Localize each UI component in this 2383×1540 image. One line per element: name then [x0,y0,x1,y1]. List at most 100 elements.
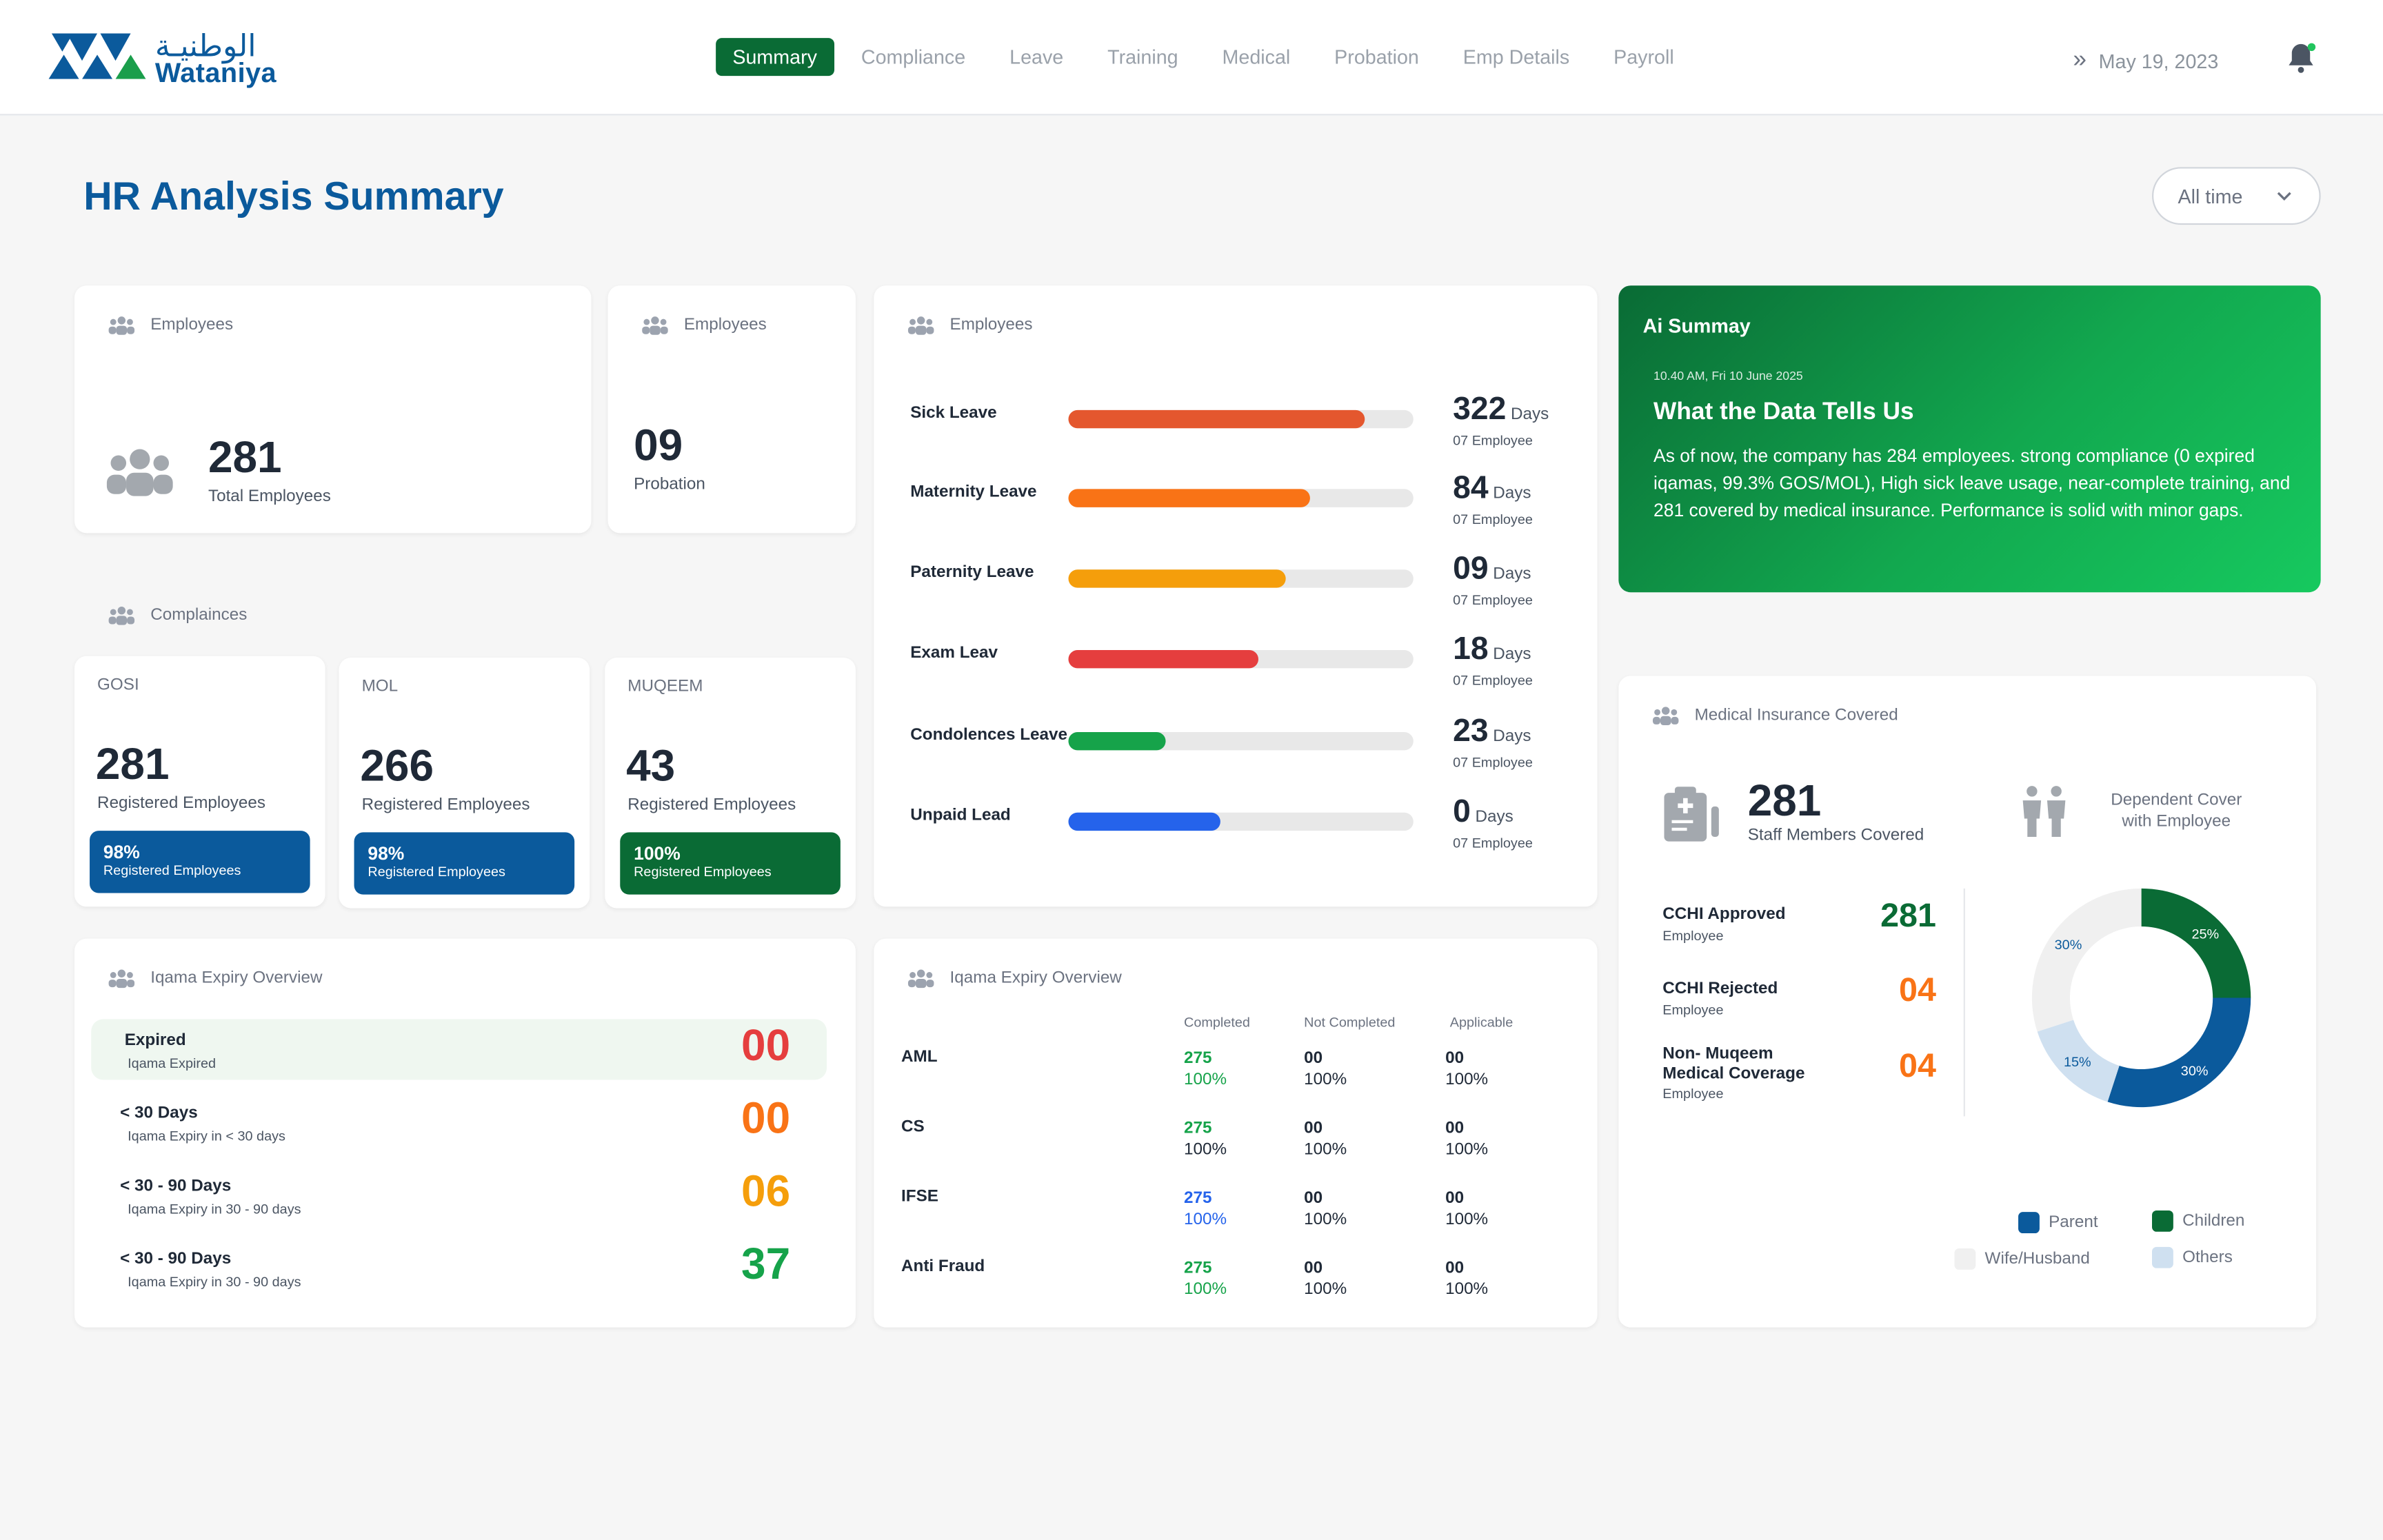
leave-name: Maternity Leave [910,483,1037,502]
leave-row: Exam Leav 18 Days 07 Employee [874,632,1597,705]
completed-cell: 275 100% [1183,1259,1227,1299]
total-employees-value: 281 [208,434,282,483]
leave-employees: 07 Employee [1453,511,1533,527]
tab-probation[interactable]: Probation [1334,45,1419,69]
medical-card-title: Medical Insurance Covered [1694,706,1898,725]
people-icon [108,969,135,989]
completed-cell: 275 100% [1183,1119,1227,1159]
leave-card-header: Employees [907,314,1033,336]
legend-children: Children [2152,1210,2244,1232]
tab-summary[interactable]: Summary [716,38,834,77]
family-icon [2022,786,2066,837]
leave-row: Paternity Leave 09 Days 07 Employee [874,551,1597,624]
legend-swatch [2152,1246,2173,1268]
probation-value: 09 [634,422,683,471]
dependent-cover-label: Dependent Cover with Employee [2111,791,2242,831]
tab-training[interactable]: Training [1107,45,1178,69]
cchi-rejected-row: CCHI Rejected Employee 04 [1662,971,1936,1018]
donut-label: 30% [2181,1064,2209,1079]
leave-value: 23 Days [1453,713,1531,749]
column-header-not-completed: Not Completed [1304,1014,1396,1030]
cchi-rejected-sub: Employee [1662,1002,1724,1018]
leave-bar-fill [1068,731,1165,751]
iqama-card-header: Iqama Expiry Overview [108,967,322,989]
leave-bar-track [1068,489,1414,507]
people-icon [907,969,934,989]
donut-slice-wife-husband [2031,888,2142,1032]
legend-swatch [1954,1248,1976,1270]
training-name: IFSE [901,1187,938,1206]
people-icon [108,316,135,335]
divider [1963,888,1965,1117]
table-row: Anti Fraud 275 100% 00 100% 00 100% [874,1257,1597,1318]
iqama-row-30-90: < 30 - 90 Days Iqama Expiry in 30 - 90 d… [91,1165,827,1226]
time-filter-value: All time [2178,184,2243,207]
applicable-cell: 00 100% [1445,1189,1489,1229]
ai-summary-body: As of now, the company has 284 employees… [1653,445,2291,521]
double-chevron-right-icon[interactable]: » [2073,47,2087,73]
muqeem-name: MUQEEM [627,677,703,696]
ai-summary-header: Ai Summay [1642,314,1751,338]
page-title: HR Analysis Summary [83,173,504,219]
not-completed-cell: 00 100% [1304,1119,1347,1159]
tab-medical[interactable]: Medical [1222,45,1291,69]
tab-emp-details[interactable]: Emp Details [1462,45,1570,69]
leave-bar-fill [1068,649,1258,669]
muqeem-percent-badge: 100% Registered Employees [620,832,841,895]
compliances-title: Complainces [150,606,248,625]
leave-bar-track [1068,649,1414,669]
training-name: AML [901,1048,938,1066]
people-group-icon [106,449,173,496]
date-display: » May 19, 2023 [2073,47,2218,74]
completed-cell: 275 100% [1183,1049,1227,1089]
not-completed-cell: 00 100% [1304,1049,1347,1089]
staff-covered-value: 281 [1747,778,1822,827]
staff-covered-label: Staff Members Covered [1747,826,1924,844]
leave-name: Exam Leav [910,644,998,662]
leave-bar-fill [1068,812,1220,831]
leave-bar-track [1068,731,1414,751]
column-header-applicable: Applicable [1449,1014,1514,1030]
wataniya-logo[interactable]: الوطنيـة Wataniya [48,28,276,88]
tab-compliance[interactable]: Compliance [861,45,966,69]
training-card-title: Iqama Expiry Overview [949,969,1122,988]
iqama-row-title: < 30 Days [120,1104,198,1123]
iqama-row-sub: Iqama Expiry in < 30 days [128,1128,285,1144]
leave-value: 09 Days [1453,551,1531,587]
donut-label: 25% [2191,926,2219,942]
total-employees-label: Total Employees [208,487,331,506]
cchi-approved-title: CCHI Approved [1662,905,1786,924]
leave-row: Unpaid Lead 0 Days 07 Employee [874,794,1597,867]
bell-icon[interactable] [2284,41,2317,74]
training-card-header: Iqama Expiry Overview [907,967,1122,989]
tab-payroll[interactable]: Payroll [1613,45,1674,69]
donut-slice-parent [2107,997,2251,1108]
iqama-row-title: < 30 - 90 Days [120,1177,232,1195]
mol-name: MOL [361,677,399,696]
people-icon [1652,707,1679,726]
probation-label: Probation [634,475,705,494]
leave-row: Maternity Leave 84 Days 07 Employee [874,471,1597,544]
muqeem-label: Registered Employees [627,796,796,814]
leave-card: Employees Sick Leave 322 Days 07 Employee… [874,285,1598,907]
leave-value: 18 Days [1453,631,1531,667]
mol-card: MOL 266 Registered Employees 98% Registe… [339,657,590,909]
tab-leave[interactable]: Leave [1009,45,1064,69]
iqama-row-30-90: < 30 - 90 Days Iqama Expiry in 30 - 90 d… [91,1238,827,1299]
muqeem-card: MUQEEM 43 Registered Employees 100% Regi… [605,657,856,909]
time-filter-select[interactable]: All time [2152,167,2321,225]
applicable-cell: 00 100% [1445,1259,1489,1299]
legend-wife-husband: Wife/Husband [1954,1248,2090,1270]
employees-card-title: Employees [150,316,234,334]
training-name: CS [901,1117,925,1136]
leave-employees: 07 Employee [1453,673,1533,689]
current-date: May 19, 2023 [2098,49,2219,72]
legend-swatch [2152,1210,2173,1232]
legend-others: Others [2152,1246,2233,1268]
leave-row: Sick Leave 322 Days 07 Employee [874,392,1597,465]
table-row: AML 275 100% 00 100% 00 100% [874,1048,1597,1108]
employees-card-header: Employees [108,314,233,336]
muqeem-percent: 100% [634,842,681,864]
leave-name: Sick Leave [910,404,997,423]
people-icon [642,316,668,335]
